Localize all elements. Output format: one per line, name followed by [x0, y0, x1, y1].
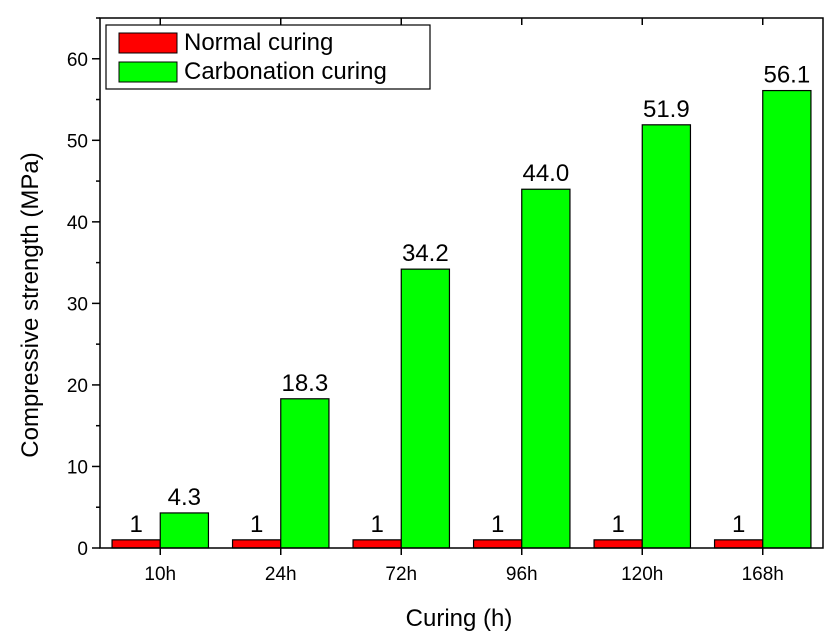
bar-normal-curing-120h: [593, 539, 643, 549]
y-tick-label-60: 60: [67, 50, 88, 71]
bar-normal-curing-72h: [352, 539, 402, 549]
bar-normal-curing-24h: [231, 539, 282, 549]
legend-label-normal-curing: Normal curing: [184, 29, 333, 56]
bar-normal-curing-10h: [111, 539, 161, 549]
data-label-normal-curing-72h: 1: [370, 511, 383, 538]
x-axis-title: Curing (h): [406, 605, 513, 632]
data-label-normal-curing-96h: 1: [491, 511, 504, 538]
bar-carbonation-curing-72h: [400, 268, 451, 549]
y-tick-label-20: 20: [67, 376, 88, 397]
x-tick-label-168h: 168h: [742, 564, 784, 585]
bars-group: [111, 89, 812, 549]
bar-normal-curing-168h: [713, 539, 764, 549]
data-label-normal-curing-120h: 1: [611, 511, 624, 538]
data-label-carbonation-curing-168h: 56.1: [763, 62, 810, 89]
legend-swatch-normal-curing: [118, 32, 178, 54]
y-tick-label-30: 30: [67, 294, 88, 315]
data-label-normal-curing-10h: 1: [129, 511, 142, 538]
y-tick-label-50: 50: [67, 131, 88, 152]
y-tick-label-10: 10: [67, 457, 88, 478]
bar-normal-curing-96h: [472, 539, 523, 549]
x-tick-label-72h: 72h: [385, 564, 417, 585]
y-tick-label-40: 40: [67, 213, 88, 234]
x-tick-label-120h: 120h: [621, 564, 663, 585]
ticks-group: 10h 24h 72h 96h 120h 168h 0 10 20 30 40 50 60: [67, 17, 784, 585]
y-axis-title: Compressive strength (MPa): [17, 152, 44, 457]
x-tick-label-24h: 24h: [265, 564, 297, 585]
legend: Normal curing Carbonation curing: [105, 24, 431, 90]
data-label-normal-curing-24h: 1: [250, 511, 263, 538]
y-tick-label-0: 0: [77, 539, 88, 560]
data-label-carbonation-curing-10h: 4.3: [168, 484, 201, 511]
plot-frame: [99, 17, 824, 549]
data-labels-group: 1 4.3 1 18.3 1 34.2 1 44.0 1 51.9 1 56.1: [129, 62, 810, 538]
bar-carbonation-curing-120h: [641, 124, 692, 549]
data-label-carbonation-curing-72h: 34.2: [402, 240, 449, 267]
x-tick-label-96h: 96h: [506, 564, 538, 585]
bar-carbonation-curing-96h: [521, 188, 571, 549]
legend-swatch-carbonation-curing: [118, 61, 178, 83]
bar-carbonation-curing-24h: [280, 398, 330, 549]
data-label-carbonation-curing-24h: 18.3: [281, 370, 328, 397]
data-label-carbonation-curing-120h: 51.9: [643, 96, 690, 123]
data-label-carbonation-curing-96h: 44.0: [522, 160, 569, 187]
axes-group: [99, 17, 824, 549]
bar-carbonation-curing-168h: [762, 89, 812, 549]
legend-label-carbonation-curing: Carbonation curing: [184, 58, 387, 85]
data-label-normal-curing-168h: 1: [732, 511, 745, 538]
bar-carbonation-curing-10h: [159, 512, 210, 549]
x-tick-label-10h: 10h: [144, 564, 176, 585]
